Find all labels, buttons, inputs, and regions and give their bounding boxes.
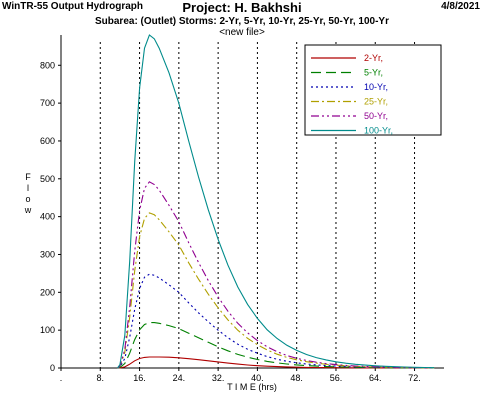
project-title: Project: H. Bakhshi bbox=[182, 0, 302, 15]
series-line-5 bbox=[117, 34, 435, 369]
y-tick-label-2: 200 bbox=[40, 287, 55, 297]
x-axis-label: T I M E (hrs) bbox=[227, 382, 277, 392]
report-date: 4/8/2021 bbox=[441, 1, 480, 12]
legend-label-1: 5-Yr, bbox=[364, 68, 383, 78]
legend-label-0: 2-Yr, bbox=[364, 53, 383, 63]
chart-subtitle: Subarea: (Outlet) Storms: 2-Yr, 5-Yr, 10… bbox=[94, 16, 389, 27]
y-tick-label-6: 600 bbox=[40, 136, 55, 146]
y-tick-label-1: 100 bbox=[40, 325, 55, 335]
legend-label-4: 50-Yr, bbox=[364, 111, 388, 121]
x-tick-label-0: . bbox=[60, 373, 63, 383]
app-title: WinTR-55 Output Hydrograph bbox=[2, 1, 144, 12]
grid-lines bbox=[99, 42, 416, 368]
x-tick-label-7: 56. bbox=[330, 373, 343, 383]
series-line-4 bbox=[117, 181, 435, 369]
legend-label-5: 100-Yr, bbox=[364, 126, 393, 136]
x-tick-label-6: 48. bbox=[290, 373, 303, 383]
series-line-1 bbox=[117, 322, 435, 369]
y-tick-label-0: 0 bbox=[50, 363, 55, 373]
x-tick-label-5: 40. bbox=[251, 373, 264, 383]
x-tick-label-1: 8. bbox=[97, 373, 105, 383]
y-tick-label-8: 800 bbox=[40, 60, 55, 70]
x-tick-label-2: 16. bbox=[133, 373, 146, 383]
y-axis-label-letter-1: l bbox=[27, 183, 29, 193]
legend-label-2: 10-Yr, bbox=[364, 82, 388, 92]
x-tick-label-8: 64. bbox=[369, 373, 382, 383]
y-tick-labels: 0 100 200 300 400 500 600 700 800 bbox=[40, 60, 61, 373]
y-axis-label-letter-0: F bbox=[25, 172, 31, 182]
y-axis-label-letter-3: w bbox=[24, 205, 32, 215]
y-tick-label-3: 300 bbox=[40, 249, 55, 259]
y-tick-label-4: 400 bbox=[40, 212, 55, 222]
x-tick-label-3: 24. bbox=[173, 373, 186, 383]
y-tick-label-7: 700 bbox=[40, 98, 55, 108]
y-axis-label-letter-2: o bbox=[25, 194, 30, 204]
file-label: <new file> bbox=[219, 27, 265, 38]
x-tick-label-4: 32. bbox=[212, 373, 225, 383]
x-tick-labels: . 8. 16. 24. 32. 40. 48. 56. 64. 72. bbox=[60, 368, 421, 383]
legend-label-3: 25-Yr, bbox=[364, 97, 388, 107]
series-lines bbox=[117, 34, 435, 369]
series-line-3 bbox=[117, 212, 435, 369]
y-tick-label-5: 500 bbox=[40, 174, 55, 184]
legend: 2-Yr, 5-Yr, 10-Yr, 25-Yr, 50-Yr, 100-Yr, bbox=[304, 44, 442, 136]
x-tick-label-9: 72. bbox=[408, 373, 421, 383]
